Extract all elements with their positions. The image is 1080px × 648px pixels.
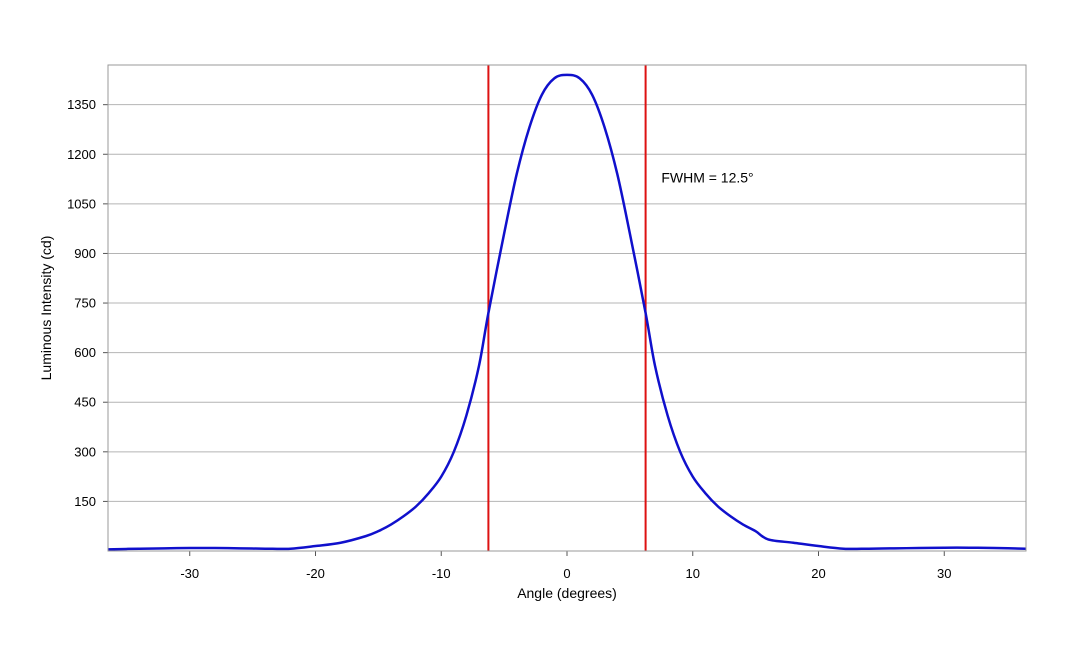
y-tick-label: 900 bbox=[74, 246, 96, 261]
x-tick-label: 30 bbox=[937, 566, 951, 581]
y-tick-label: 600 bbox=[74, 345, 96, 360]
y-axis-ticks: 150 300 450 600 750 900 1050 1200 1350 bbox=[67, 97, 108, 509]
x-tick-label: -30 bbox=[180, 566, 199, 581]
y-tick-label: 150 bbox=[74, 494, 96, 509]
intensity-series-line bbox=[107, 73, 1027, 551]
y-tick-label: 300 bbox=[74, 444, 96, 459]
plot-area bbox=[108, 65, 1026, 551]
y-tick-label: 1350 bbox=[67, 97, 96, 112]
y-tick-label: 450 bbox=[74, 395, 96, 410]
x-tick-label: 0 bbox=[563, 566, 570, 581]
annotations: FWHM = 12.5° bbox=[661, 169, 753, 185]
series-layer bbox=[107, 73, 1027, 551]
x-tick-label: -20 bbox=[306, 566, 325, 581]
x-tick-label: 20 bbox=[811, 566, 825, 581]
x-axis-ticks: -30 -20 -10 0 10 20 30 bbox=[180, 551, 951, 581]
x-tick-label: 10 bbox=[686, 566, 700, 581]
y-tick-label: 1200 bbox=[67, 147, 96, 162]
fwhm-annotation: FWHM = 12.5° bbox=[661, 169, 753, 185]
grid-lines bbox=[108, 104, 1026, 502]
y-tick-label: 750 bbox=[74, 296, 96, 311]
x-tick-label: -10 bbox=[432, 566, 451, 581]
plot-frame bbox=[107, 64, 1027, 552]
x-axis-title: Angle (degrees) bbox=[517, 585, 617, 601]
y-tick-label: 1050 bbox=[67, 196, 96, 211]
y-axis-title: Luminous Intensity (cd) bbox=[38, 236, 54, 381]
